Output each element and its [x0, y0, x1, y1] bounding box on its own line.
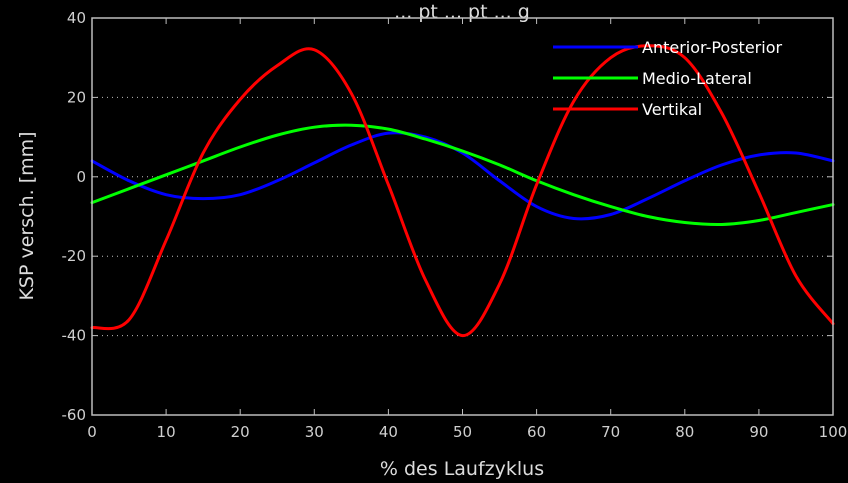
x-axis-label: % des Laufzyklus	[380, 458, 544, 480]
x-tick-label: 70	[601, 423, 620, 441]
series-line-3	[90, 44, 835, 338]
x-tick-label: 10	[157, 423, 176, 441]
y-tick-label: 20	[67, 88, 86, 106]
series-line-1	[90, 131, 835, 221]
legend-label-2: Medio-Lateral	[642, 69, 752, 88]
x-tick-label: 20	[231, 423, 250, 441]
x-tick-label: 40	[379, 423, 398, 441]
x-tick-label: 0	[87, 423, 97, 441]
y-tick-label: -40	[62, 327, 87, 345]
ticks: 0 10 20 30 40 50 60 70 80 90 100 -60 -40 -20 0 20 40	[62, 9, 848, 441]
y-tick-label: -20	[62, 247, 87, 265]
series-line-2	[90, 123, 835, 227]
y-tick-label: 40	[67, 9, 86, 27]
x-tick-label: 100	[819, 423, 848, 441]
x-tick-label: 80	[675, 423, 694, 441]
series-layer	[90, 44, 835, 338]
legend-label-3: Vertikal	[642, 100, 702, 119]
legend-label-1: Anterior-Posterior	[642, 38, 782, 57]
y-tick-label: 0	[76, 168, 86, 186]
y-tick-label: -60	[62, 406, 87, 424]
x-tick-label: 30	[305, 423, 324, 441]
x-tick-label: 60	[527, 423, 546, 441]
x-tick-label: 90	[749, 423, 768, 441]
legend: Anterior-Posterior Medio-Lateral Vertikal	[553, 38, 782, 119]
x-tick-label: 50	[453, 423, 472, 441]
grid	[92, 96, 833, 337]
y-axis-label: KSP versch. [mm]	[16, 131, 38, 300]
